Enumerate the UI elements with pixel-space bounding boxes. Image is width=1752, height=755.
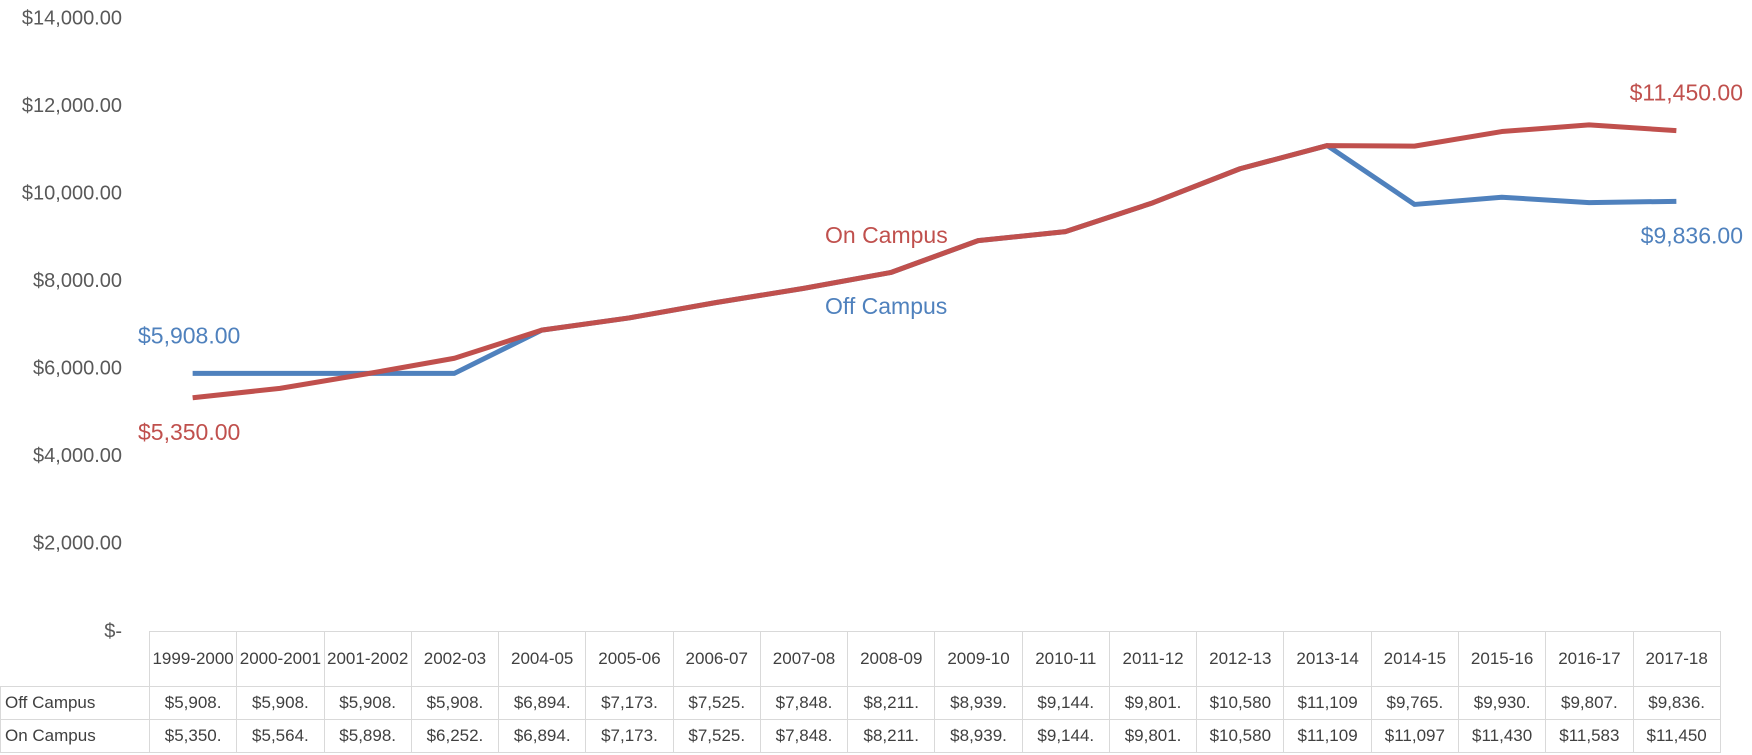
table-cell: $10,580 xyxy=(1196,719,1285,753)
data-label: $5,908.00 xyxy=(138,322,240,348)
y-tick-label: $8,000.00 xyxy=(33,270,122,292)
table-row: Off Campus $5,908. $5,908. $5,908. $5,908. $6… xyxy=(0,686,1721,720)
y-tick-label: $2,000.00 xyxy=(33,533,122,555)
table-cell: $11,109 xyxy=(1283,686,1372,720)
table-cell: $8,211. xyxy=(847,719,936,753)
table-cell: $10,580 xyxy=(1196,686,1285,720)
x-tick-label: 2014-​15 xyxy=(1370,631,1459,687)
data-label: $9,836.00 xyxy=(1641,222,1743,248)
table-cell: $7,848. xyxy=(759,686,849,720)
table-cell: $5,898. xyxy=(323,719,412,753)
table-cell: $5,564. xyxy=(236,719,325,753)
table-cell: $9,801. xyxy=(1108,686,1198,720)
x-tick-label: 1999-​2000 xyxy=(148,631,238,687)
x-tick-label: 2016-​17 xyxy=(1545,631,1634,687)
y-tick-label: $12,000.00 xyxy=(22,95,122,117)
y-tick-label: $4,000.00 xyxy=(33,445,122,467)
series-line xyxy=(192,143,1677,376)
series-label: Off Campus xyxy=(825,293,947,319)
table-cell: $9,836. xyxy=(1632,686,1721,720)
x-tick-label: 2000-​2001 xyxy=(236,631,325,687)
table-cell: $5,908. xyxy=(410,686,500,720)
x-tick-label: 2009-​10 xyxy=(934,631,1023,687)
table-cell: $9,930. xyxy=(1457,686,1547,720)
table-cell: $5,908. xyxy=(236,686,325,720)
table-cell: $11,450 xyxy=(1632,719,1721,753)
table-cell: $9,765. xyxy=(1370,686,1459,720)
table-cell: $9,807. xyxy=(1545,686,1634,720)
table-cell: $11,097 xyxy=(1370,719,1459,753)
table-cell: $9,144. xyxy=(1021,719,1110,753)
x-tick-label: 2004-​05 xyxy=(498,631,587,687)
y-tick-label: $- xyxy=(104,620,122,642)
header-row: 1999-​2000 2000-​2001 2001-​2002 2002-​03 20… xyxy=(1,631,1721,687)
x-tick-label: 2006-​07 xyxy=(672,631,761,687)
row-header: Off Campus xyxy=(0,686,150,720)
x-tick-label: 2012-​13 xyxy=(1196,631,1285,687)
table-cell: $7,173. xyxy=(585,686,674,720)
data-label: $5,350.00 xyxy=(138,419,240,445)
table-cell: $8,939. xyxy=(934,719,1023,753)
x-tick-label: 2005-​06 xyxy=(585,631,674,687)
x-tick-label: 2010-​11 xyxy=(1021,631,1110,687)
series-line xyxy=(192,122,1677,401)
table-cell: $9,144. xyxy=(1021,686,1110,720)
y-tick-label: $10,000.00 xyxy=(22,182,122,204)
table-cell: $6,894. xyxy=(498,686,587,720)
series-label: On Campus xyxy=(825,222,948,248)
table-cell: $11,430 xyxy=(1457,719,1547,753)
data-table: 1999-​2000 2000-​2001 2001-​2002 2002-​03 20… xyxy=(0,631,1721,753)
x-tick-label: 2008-​09 xyxy=(847,631,936,687)
table-cell: $7,848. xyxy=(759,719,849,753)
row-header: On Campus xyxy=(0,719,150,753)
table-cell: $5,908. xyxy=(323,686,412,720)
table-cell: $7,525. xyxy=(672,719,761,753)
table-row: On Campus $5,350. $5,564. $5,898. $6,252. $6,… xyxy=(0,719,1721,753)
x-tick-label: 2002-​03 xyxy=(410,631,500,687)
table-cell: $5,350. xyxy=(148,719,238,753)
data-label: $11,450.00 xyxy=(1630,80,1743,106)
x-tick-label: 2001-​2002 xyxy=(323,631,412,687)
table-cell: $8,211. xyxy=(847,686,936,720)
x-tick-label: 2015-​16 xyxy=(1457,631,1547,687)
x-tick-label: 2007-​08 xyxy=(759,631,849,687)
table-cell: $6,252. xyxy=(410,719,500,753)
x-tick-label: 2011-​12 xyxy=(1108,631,1198,687)
corner xyxy=(1,632,150,687)
table-cell: $9,801. xyxy=(1108,719,1198,753)
table-cell: $7,525. xyxy=(672,686,761,720)
x-tick-label: 2017-​18 xyxy=(1632,631,1721,687)
table-cell: $8,939. xyxy=(934,686,1023,720)
table-cell: $11,583 xyxy=(1545,719,1634,753)
table-cell: $7,173. xyxy=(585,719,674,753)
table-cell: $11,109 xyxy=(1283,719,1372,753)
x-tick-label: 2013-​14 xyxy=(1283,631,1372,687)
y-tick-label: $14,000.00 xyxy=(22,7,122,29)
table-cell: $5,908. xyxy=(148,686,238,720)
y-tick-label: $6,000.00 xyxy=(33,358,122,380)
table-cell: $6,894. xyxy=(498,719,587,753)
